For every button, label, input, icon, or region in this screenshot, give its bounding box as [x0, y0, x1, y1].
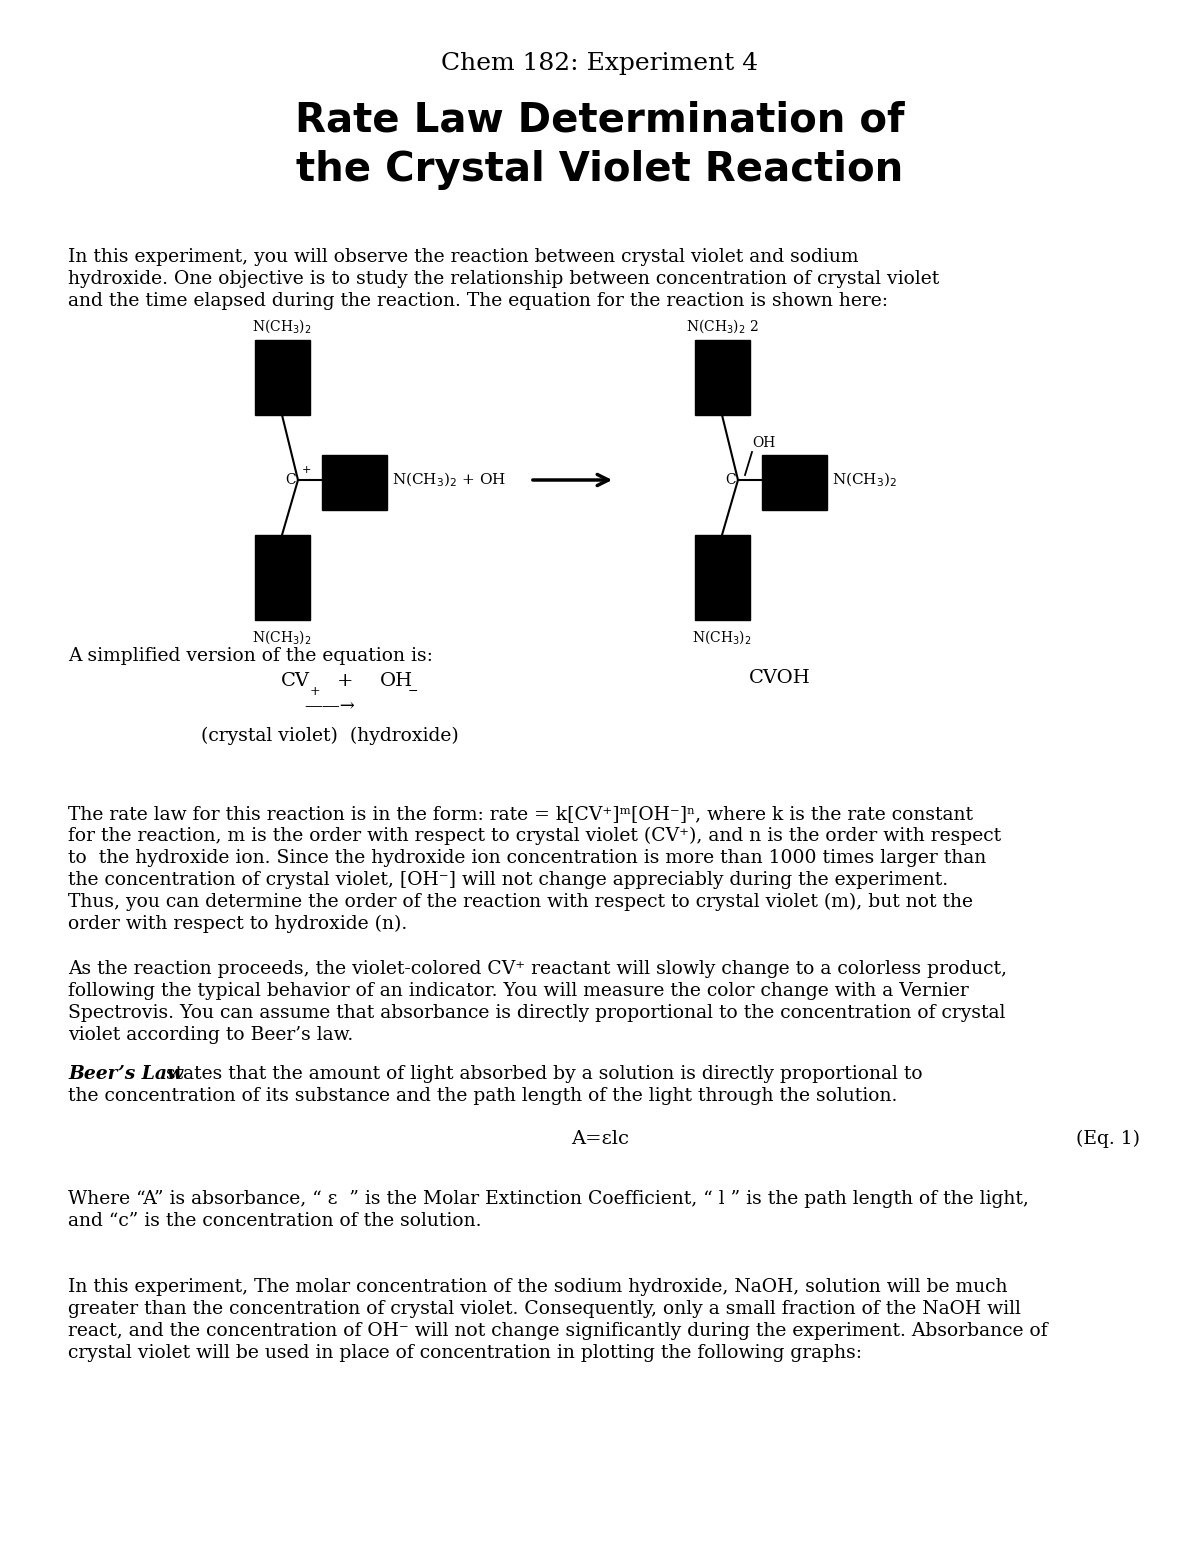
Text: and the time elapsed during the reaction. The equation for the reaction is shown: and the time elapsed during the reaction… [68, 292, 888, 311]
Text: N(CH$_3$)$_2$ 2: N(CH$_3$)$_2$ 2 [685, 317, 758, 335]
Text: The rate law for this reaction is in the form: rate = k[CV⁺]ᵐ[OH⁻]ⁿ, where k is : The rate law for this reaction is in the… [68, 804, 973, 823]
Text: greater than the concentration of crystal violet. Consequently, only a small fra: greater than the concentration of crysta… [68, 1300, 1021, 1318]
Text: C: C [725, 474, 736, 488]
Text: (crystal violet)  (hydroxide): (crystal violet) (hydroxide) [202, 727, 458, 745]
Text: the Crystal Violet Reaction: the Crystal Violet Reaction [296, 151, 904, 189]
Text: CVOH: CVOH [749, 669, 811, 686]
Text: +: + [337, 672, 353, 690]
Text: −: − [408, 685, 419, 697]
Text: +: + [310, 685, 320, 697]
Text: Spectrovis. You can assume that absorbance is directly proportional to the conce: Spectrovis. You can assume that absorban… [68, 1003, 1006, 1022]
Text: (Eq. 1): (Eq. 1) [1076, 1131, 1140, 1148]
Text: Where “A” is absorbance, “ ε  ” is the Molar Extinction Coefficient, “ l ” is th: Where “A” is absorbance, “ ε ” is the Mo… [68, 1190, 1028, 1208]
Text: CV: CV [281, 672, 310, 690]
Text: hydroxide. One objective is to study the relationship between concentration of c: hydroxide. One objective is to study the… [68, 270, 940, 287]
Text: N(CH$_3$)$_2$: N(CH$_3$)$_2$ [252, 627, 312, 646]
Text: to  the hydroxide ion. Since the hydroxide ion concentration is more than 1000 t: to the hydroxide ion. Since the hydroxid… [68, 849, 986, 867]
Text: following the typical behavior of an indicator. You will measure the color chang: following the typical behavior of an ind… [68, 981, 968, 1000]
Text: In this experiment, you will observe the reaction between crystal violet and sod: In this experiment, you will observe the… [68, 248, 858, 266]
Bar [256, 534, 310, 620]
Text: As the reaction proceeds, the violet-colored CV⁺ reactant will slowly change to : As the reaction proceeds, the violet-col… [68, 960, 1007, 978]
Text: Chem 182: Experiment 4: Chem 182: Experiment 4 [442, 51, 758, 75]
Bar [695, 340, 750, 415]
Text: crystal violet will be used in place of concentration in plotting the following : crystal violet will be used in place of … [68, 1343, 862, 1362]
Text: N(CH$_3$)$_2$: N(CH$_3$)$_2$ [832, 471, 898, 489]
Text: OH: OH [380, 672, 413, 690]
Text: C: C [286, 474, 296, 488]
Text: N(CH$_3$)$_2$: N(CH$_3$)$_2$ [692, 627, 752, 646]
Text: the concentration of its substance and the path length of the light through the : the concentration of its substance and t… [68, 1087, 898, 1106]
Text: N(CH$_3$)$_2$ + OH: N(CH$_3$)$_2$ + OH [392, 471, 506, 489]
Text: +: + [302, 464, 311, 475]
Bar [762, 455, 827, 509]
Text: the concentration of crystal violet, [OH⁻] will not change appreciably during th: the concentration of crystal violet, [OH… [68, 871, 948, 888]
Text: Rate Law Determination of: Rate Law Determination of [295, 99, 905, 140]
Bar [695, 534, 750, 620]
Text: Beer’s Law: Beer’s Law [68, 1065, 184, 1082]
Text: for the reaction, m is the order with respect to crystal violet (CV⁺), and n is : for the reaction, m is the order with re… [68, 828, 1001, 845]
Text: N(CH$_3$)$_2$: N(CH$_3$)$_2$ [252, 317, 312, 335]
Text: In this experiment, The molar concentration of the sodium hydroxide, NaOH, solut: In this experiment, The molar concentrat… [68, 1278, 1008, 1297]
Text: A simplified version of the equation is:: A simplified version of the equation is: [68, 648, 433, 665]
Text: order with respect to hydroxide (n).: order with respect to hydroxide (n). [68, 915, 407, 933]
Text: violet according to Beer’s law.: violet according to Beer’s law. [68, 1027, 353, 1044]
Text: OH: OH [752, 436, 775, 450]
Bar [322, 455, 386, 509]
Text: states that the amount of light absorbed by a solution is directly proportional : states that the amount of light absorbed… [160, 1065, 923, 1082]
Text: A=εlc: A=εlc [571, 1131, 629, 1148]
Bar [256, 340, 310, 415]
Text: and “c” is the concentration of the solution.: and “c” is the concentration of the solu… [68, 1211, 481, 1230]
Text: react, and the concentration of OH⁻ will not change significantly during the exp: react, and the concentration of OH⁻ will… [68, 1322, 1048, 1340]
Text: Thus, you can determine the order of the reaction with respect to crystal violet: Thus, you can determine the order of the… [68, 893, 973, 912]
Text: ——→: ——→ [305, 697, 355, 714]
